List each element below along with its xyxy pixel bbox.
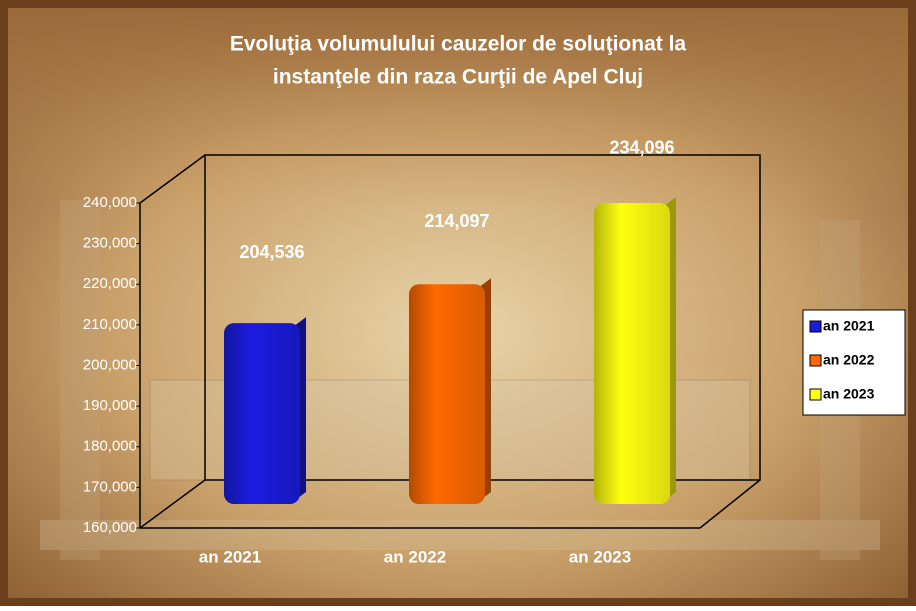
y-tick-label: 190,000 [83,397,137,414]
y-tick-label: 210,000 [83,316,137,333]
legend-swatch [809,320,822,333]
legend-label: an 2022 [823,352,875,368]
value-label: 214,097 [424,211,489,231]
y-tick-label: 160,000 [83,519,137,536]
x-tick-label: an 2022 [384,547,446,566]
chart-title: instanţele din raza Curţii de Apel Cluj [273,66,643,89]
y-tick-label: 240,000 [83,194,137,211]
bar [224,323,300,504]
background-shade [8,8,908,208]
legend-swatch [809,354,822,367]
value-label: 234,096 [609,138,674,158]
bar [409,284,485,504]
y-tick-label: 200,000 [83,356,137,373]
y-tick-label: 180,000 [83,438,137,455]
y-tick-label: 220,000 [83,275,137,292]
y-tick-label: 230,000 [83,235,137,252]
bar [594,202,670,505]
chart-title: Evoluţia volumulului cauzelor de soluţio… [230,33,687,56]
legend-swatch [809,388,822,401]
value-label: 204,536 [239,242,304,262]
legend-label: an 2023 [823,386,875,402]
x-tick-label: an 2023 [569,547,631,566]
x-tick-label: an 2021 [199,547,261,566]
legend-label: an 2021 [823,318,875,334]
y-tick-label: 170,000 [83,478,137,495]
